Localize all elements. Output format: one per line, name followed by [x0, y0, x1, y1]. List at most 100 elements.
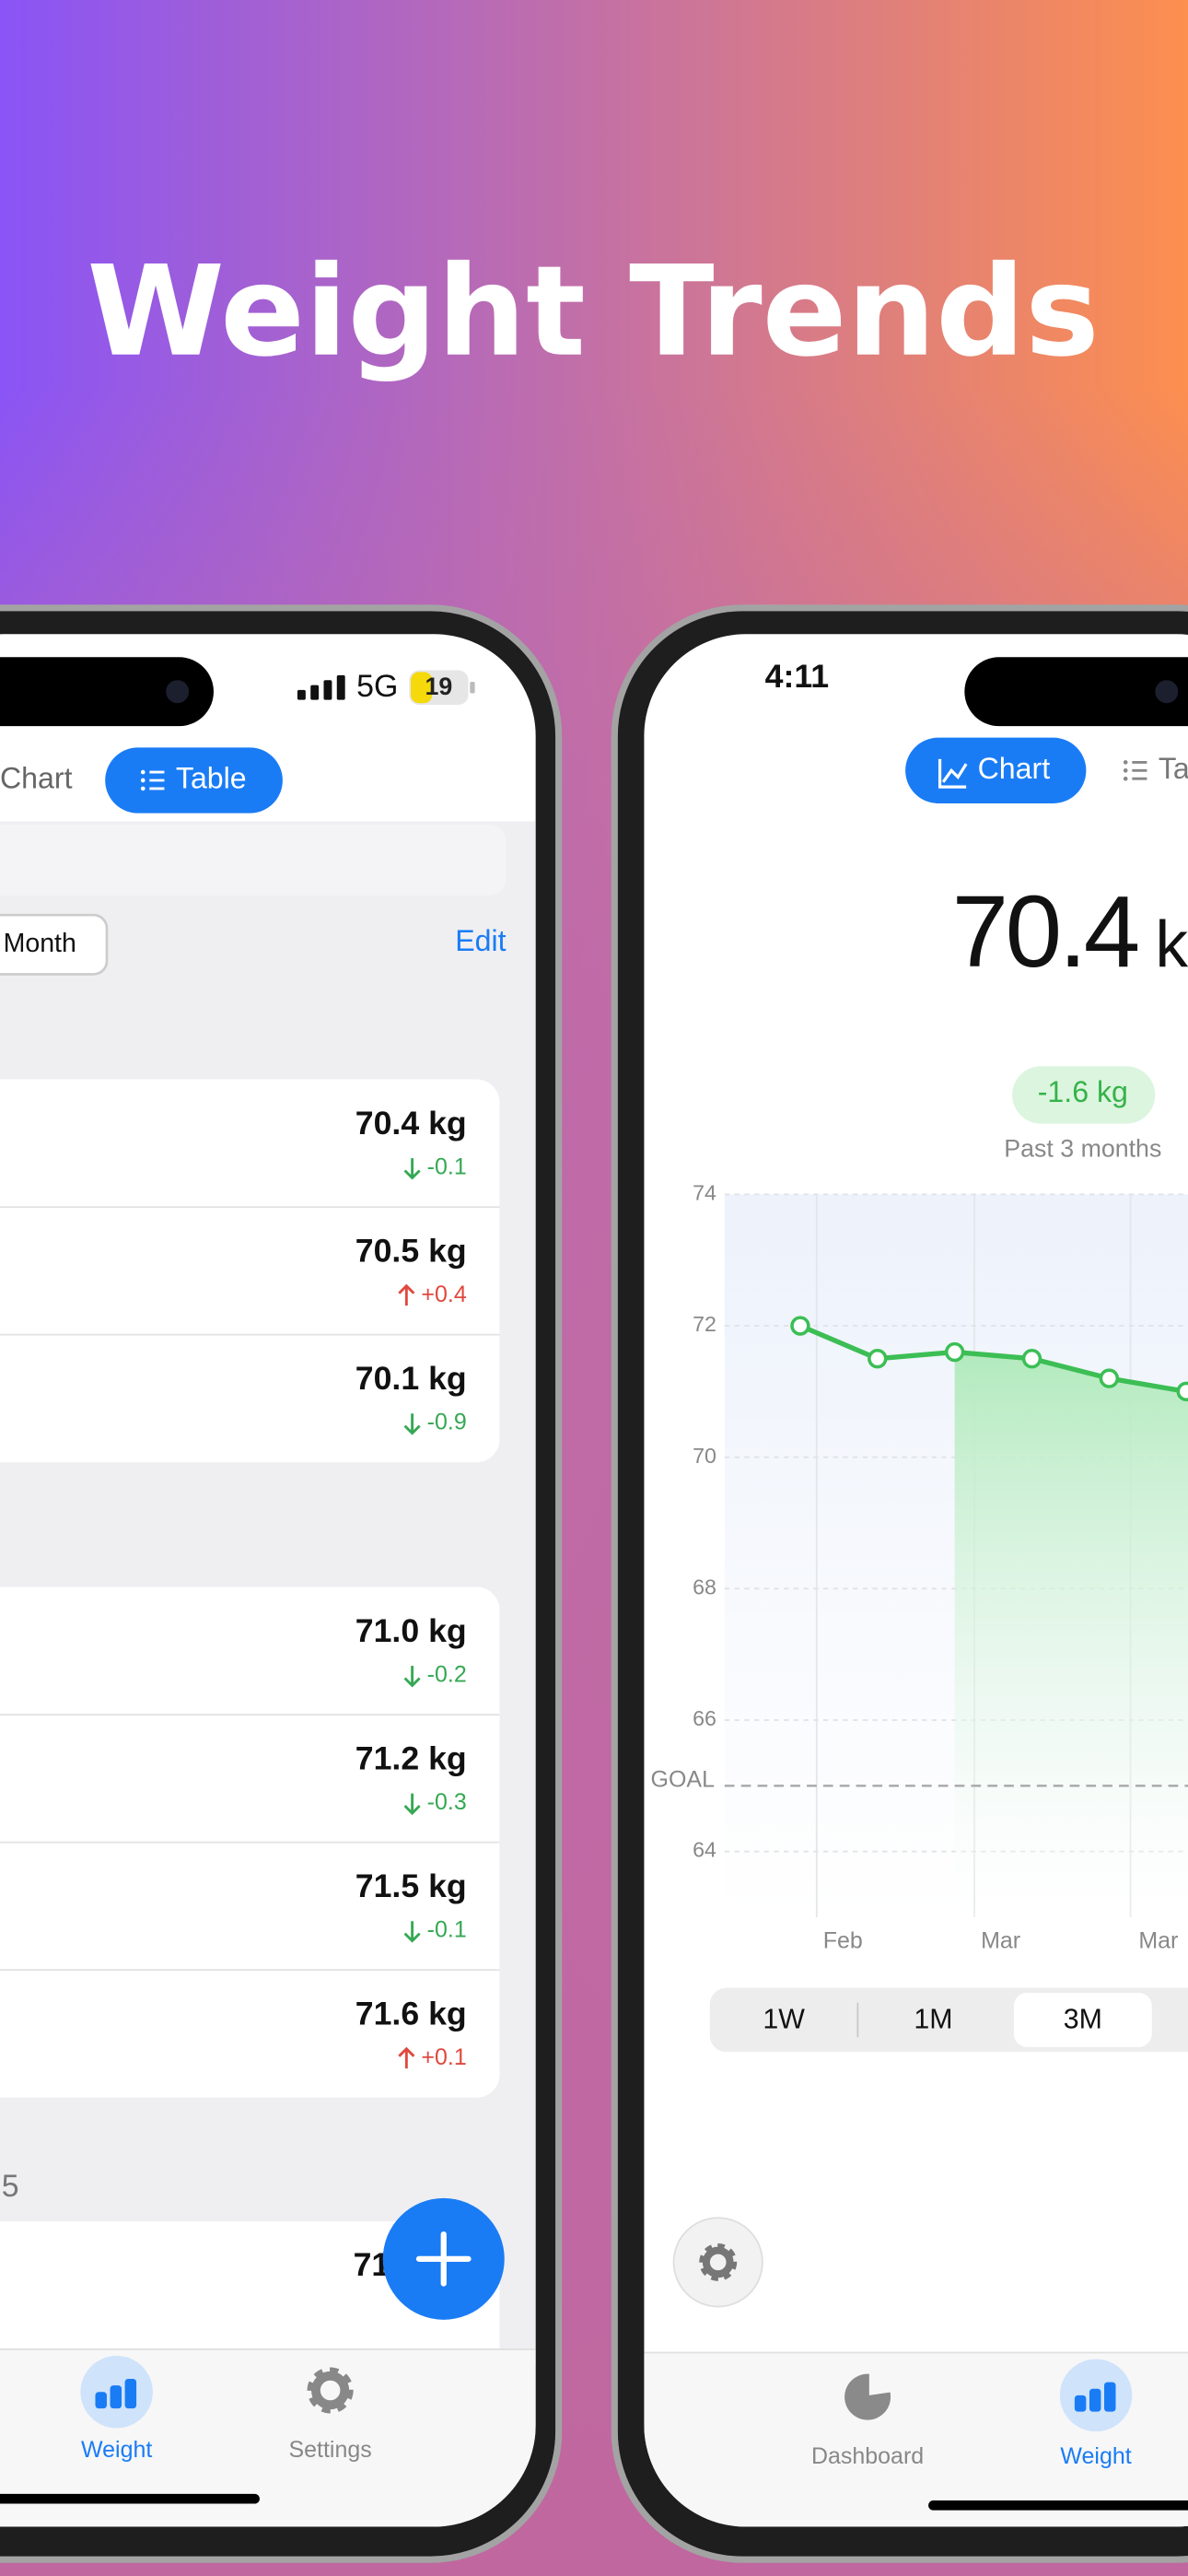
battery-level	[411, 672, 433, 704]
current-weight: 70.4	[952, 875, 1138, 989]
list-icon-dot	[140, 786, 146, 791]
tab-active[interactable]	[105, 747, 283, 814]
data-point	[944, 1341, 965, 1363]
data-point	[1176, 1381, 1188, 1402]
list-icon-dot	[1123, 776, 1128, 781]
dynamic-island	[964, 657, 1188, 727]
entry-change: -0.2	[427, 1661, 467, 1687]
entry-row[interactable]	[0, 1970, 499, 2098]
page-title: Weight Trends	[87, 239, 1099, 384]
change-arrow	[398, 2046, 415, 2069]
change-arrow	[403, 1158, 421, 1180]
pie-icon-slice	[868, 2371, 892, 2395]
range-selected	[1013, 1992, 1152, 2047]
settings-button[interactable]	[672, 2217, 763, 2308]
data-point	[1099, 1368, 1120, 1388]
edit-button[interactable]: Edit	[455, 924, 506, 957]
range-option[interactable]: 1W	[763, 2004, 805, 2034]
entry-row[interactable]	[0, 1080, 499, 1208]
list-icon-dot	[140, 778, 146, 783]
change-arrow	[398, 1283, 415, 1306]
entry-card	[0, 2220, 500, 2386]
battery-tip	[470, 682, 475, 694]
tab-bar-label[interactable]: Weight	[1060, 2443, 1131, 2469]
change-arrow	[403, 1921, 421, 1943]
x-tick-label: Feb	[823, 1927, 863, 1953]
y-tick-label: 64	[693, 1838, 716, 1862]
signal-bar	[323, 680, 332, 700]
entry-row[interactable]	[0, 1843, 499, 1971]
section-header: 5	[2, 2169, 19, 2204]
entry-weight: 70.4 kg	[355, 1105, 467, 1142]
signal-bar	[297, 689, 306, 700]
range-option[interactable]: 3M	[1064, 2004, 1102, 2034]
tab-label[interactable]: Table	[176, 761, 247, 794]
data-point	[868, 1348, 888, 1369]
entry-change: +0.1	[421, 2044, 466, 2070]
entry-weight: 71.6 kg	[355, 1996, 467, 2032]
data-point	[1021, 1348, 1042, 1369]
area-fill	[954, 1352, 1188, 1917]
period-label: Past 3 months	[1004, 1134, 1161, 1162]
entry-change: -0.3	[427, 1789, 467, 1815]
entry-weight: 70.1 kg	[355, 1360, 467, 1397]
tab-label[interactable]: Chart	[978, 752, 1051, 785]
entry-weight: 70.5 kg	[355, 1232, 467, 1269]
tab-label[interactable]: Ta	[1159, 752, 1188, 785]
add-icon	[415, 2231, 472, 2287]
data-point	[790, 1316, 810, 1336]
left-screen: 5G 19 Chart Table Month Edit 70.4 kg -0.1 70.5 k…	[0, 657, 536, 2527]
camera	[166, 680, 190, 704]
change-value: -1.6 kg	[1038, 1075, 1128, 1108]
signal-bar	[310, 685, 320, 700]
tab-label[interactable]: Chart	[0, 761, 73, 794]
home-indicator	[0, 2493, 260, 2504]
weight-unit: kg	[1155, 908, 1188, 982]
range-option[interactable]: 1M	[914, 2004, 952, 2034]
entry-row[interactable]	[0, 1587, 499, 1715]
tab-icon-bar	[110, 2385, 122, 2409]
entry-weight: 71.5 kg	[355, 1868, 467, 1904]
y-tick-label: 68	[693, 1575, 716, 1598]
right-screen: 4:11 Chart Ta 70.4kg -1.6 kg Past 3 months 64 6…	[644, 657, 1188, 2527]
tab-bar-label[interactable]: Settings	[289, 2437, 372, 2463]
gear-icon-body	[702, 2246, 734, 2278]
goal-label: GOAL	[651, 1767, 716, 1793]
list-icon-dot	[140, 769, 146, 775]
y-tick-label: 72	[693, 1312, 716, 1336]
change-pill	[1012, 1066, 1156, 1124]
x-tick-label: Mar	[981, 1927, 1020, 1953]
entry-change: -0.1	[427, 1917, 467, 1943]
tab-bar-label[interactable]: Dashboard	[811, 2443, 924, 2469]
weight-line	[798, 1323, 1187, 1394]
entry-row[interactable]	[0, 1335, 499, 1463]
entry-row[interactable]	[0, 1715, 499, 1843]
entry-row[interactable]	[0, 1207, 499, 1335]
filter-label[interactable]: Month	[4, 929, 76, 958]
change-arrow	[403, 1793, 421, 1816]
tab-icon-bar	[1089, 2388, 1101, 2412]
network-label: 5G	[356, 669, 398, 704]
dynamic-island	[0, 657, 214, 727]
list-icon-dot	[1123, 767, 1128, 773]
signal-bar	[336, 674, 345, 700]
chart-icon	[938, 758, 968, 789]
tab-icon-bar	[1074, 2395, 1087, 2412]
y-tick-label: 66	[693, 1706, 716, 1730]
filter-button[interactable]	[0, 913, 109, 976]
battery-label: 19	[425, 673, 453, 700]
tab-icon-bar	[95, 2392, 107, 2409]
change-arrow	[403, 1666, 421, 1688]
tab-bar-label[interactable]: Weight	[81, 2437, 152, 2463]
status-time: 4:11	[765, 658, 829, 695]
tab-icon-bar	[124, 2379, 137, 2409]
entry-card	[0, 1079, 500, 1463]
entry-change: -0.1	[427, 1153, 467, 1179]
list-icon-dot	[1123, 760, 1128, 765]
y-tick-label: 74	[693, 1180, 716, 1204]
gear-icon-body	[311, 2371, 350, 2410]
entry-weight: 71.0 kg	[355, 1612, 467, 1649]
entry-weight: 71.2 kg	[355, 1739, 467, 1776]
